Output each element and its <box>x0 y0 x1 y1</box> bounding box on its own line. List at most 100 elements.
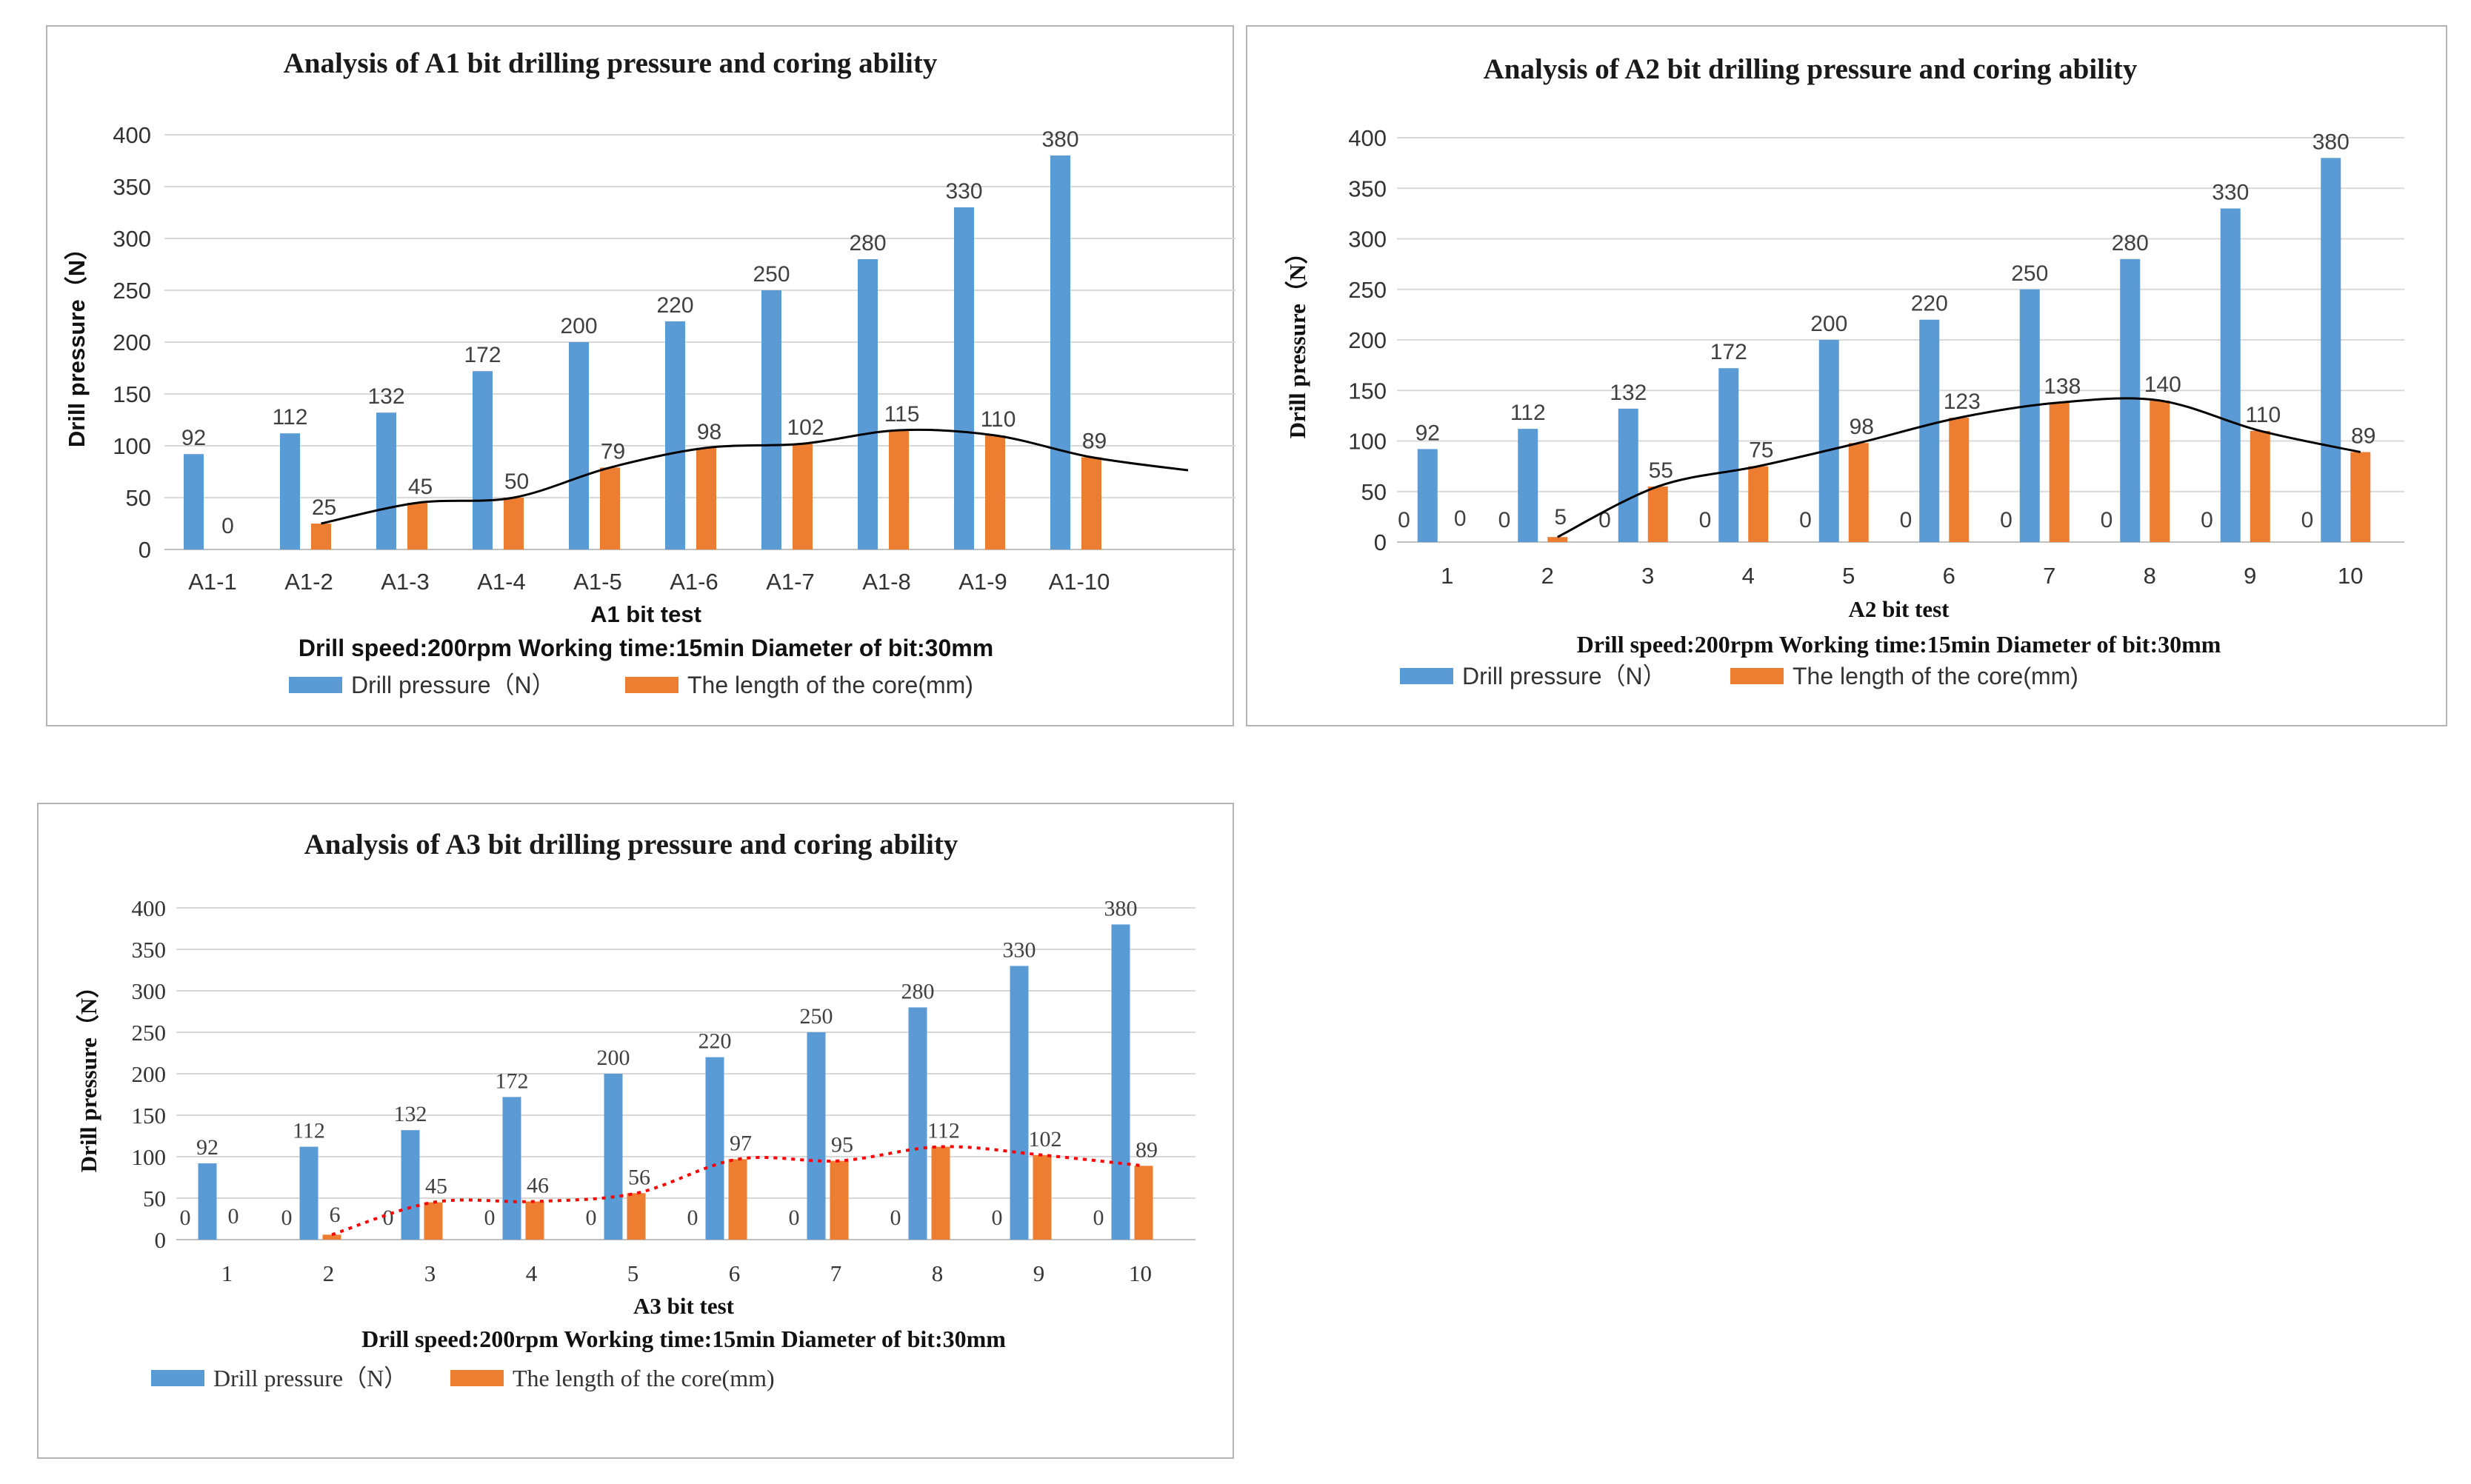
chart-panel-a3: Analysis of A3 bit drilling pressure and… <box>37 803 1234 1459</box>
bar-drill-pressure <box>376 412 396 549</box>
x-tick-label: 1 <box>1441 563 1453 589</box>
bar-drill-pressure <box>1618 408 1638 542</box>
test-conditions: Drill speed:200rpm Working time:15min Di… <box>299 635 993 661</box>
bar-drill-pressure <box>280 433 300 549</box>
x-tick-label: 5 <box>627 1260 639 1286</box>
data-label-drill-pressure: 380 <box>2312 130 2350 154</box>
data-label-zero: 0 <box>1799 508 1812 532</box>
x-tick-label: A1-4 <box>477 569 525 595</box>
data-label-drill-pressure: 172 <box>1710 340 1747 364</box>
data-label-zero: 0 <box>383 1206 394 1230</box>
bar-core-length <box>889 430 909 549</box>
bar-drill-pressure <box>184 454 204 549</box>
chart-a3-svg: Analysis of A3 bit drilling pressure and… <box>76 829 1196 1391</box>
data-label-drill-pressure: 330 <box>945 179 982 204</box>
data-label-core-length: 89 <box>1082 429 1107 453</box>
x-axis-title: A3 bit test <box>633 1293 735 1319</box>
data-label-drill-pressure: 132 <box>394 1102 427 1126</box>
bar-core-length <box>793 444 813 549</box>
bar-core-length <box>2250 430 2270 542</box>
y-tick-label: 0 <box>139 537 151 563</box>
data-label-core-length: 97 <box>730 1131 752 1155</box>
legend-swatch-drill-pressure <box>1400 668 1453 684</box>
data-label-zero: 0 <box>2301 508 2314 532</box>
data-label-zero: 0 <box>586 1206 597 1230</box>
legend-swatch-core-length <box>625 677 678 693</box>
y-tick-label: 350 <box>132 937 167 963</box>
x-tick-label: 8 <box>932 1260 944 1286</box>
y-tick-label: 100 <box>1348 429 1387 455</box>
data-label-drill-pressure: 220 <box>698 1029 732 1054</box>
x-tick-label: 7 <box>830 1260 842 1286</box>
y-tick-label: 100 <box>132 1144 167 1170</box>
data-label-core-length: 25 <box>312 495 336 520</box>
data-label-drill-pressure: 172 <box>464 343 501 367</box>
data-label-core-length: 112 <box>927 1119 960 1143</box>
x-tick-label: 6 <box>729 1260 741 1286</box>
y-axis-title: Drill pressure（N） <box>64 237 90 447</box>
chart-a1-svg: Analysis of A1 bit drilling pressure and… <box>64 47 1236 698</box>
data-label-core-length: 0 <box>1454 507 1467 531</box>
bar-drill-pressure <box>1050 156 1070 549</box>
bar-core-length <box>525 1201 544 1240</box>
bar-core-length <box>1748 466 1769 542</box>
y-tick-label: 150 <box>113 381 151 407</box>
x-tick-label: 8 <box>2144 563 2156 589</box>
data-label-drill-pressure: 200 <box>1810 312 1847 336</box>
bar-core-length <box>1647 486 1668 542</box>
data-label-core-length: 110 <box>981 407 1016 432</box>
x-tick-label: A1-6 <box>670 569 718 595</box>
bar-core-length <box>728 1159 747 1240</box>
data-label-zero: 0 <box>180 1206 191 1230</box>
x-tick-label: A1-7 <box>766 569 814 595</box>
x-tick-label: A1-10 <box>1049 569 1110 595</box>
data-label-core-length: 140 <box>2144 372 2181 397</box>
y-tick-label: 0 <box>1374 529 1387 555</box>
bar-core-length <box>1134 1166 1153 1240</box>
data-label-zero: 0 <box>992 1206 1003 1230</box>
bar-drill-pressure <box>908 1007 927 1240</box>
bar-drill-pressure <box>299 1146 319 1240</box>
chart-title: Analysis of A1 bit drilling pressure and… <box>284 47 938 79</box>
data-label-drill-pressure: 280 <box>901 979 935 1003</box>
x-tick-label: A1-8 <box>862 569 910 595</box>
data-label-zero: 0 <box>2101 508 2113 532</box>
y-tick-label: 0 <box>155 1227 167 1253</box>
trendline-core-length <box>321 428 1189 525</box>
data-label-core-length: 89 <box>1136 1137 1158 1162</box>
chart-panel-a2: Analysis of A2 bit drilling pressure and… <box>1246 25 2447 726</box>
data-label-drill-pressure: 112 <box>273 405 308 430</box>
x-tick-label: 10 <box>1129 1260 1152 1286</box>
y-axis-title: Drill pressure（N） <box>76 975 101 1173</box>
data-label-drill-pressure: 220 <box>1911 292 1948 316</box>
data-label-drill-pressure: 132 <box>1610 381 1647 405</box>
bar-drill-pressure <box>1919 319 1940 542</box>
bar-core-length <box>2350 452 2371 542</box>
data-label-zero: 0 <box>2201 508 2213 532</box>
y-tick-label: 100 <box>113 433 151 459</box>
bar-drill-pressure <box>198 1163 217 1240</box>
data-label-drill-pressure: 92 <box>196 1135 219 1160</box>
legend-label-core-length: The length of the core(mm) <box>687 672 973 698</box>
data-label-core-length: 56 <box>628 1165 650 1189</box>
y-tick-label: 50 <box>126 485 151 511</box>
y-tick-label: 400 <box>113 122 151 148</box>
x-tick-label: 9 <box>1033 1260 1045 1286</box>
data-label-core-length: 0 <box>221 514 234 538</box>
data-label-zero: 0 <box>1699 508 1712 532</box>
bar-drill-pressure <box>1818 340 1839 542</box>
data-label-drill-pressure: 250 <box>2011 261 2048 286</box>
legend-label-drill-pressure: Drill pressure（N） <box>1462 663 1667 689</box>
data-label-core-length: 89 <box>2351 424 2375 449</box>
bar-drill-pressure <box>1010 966 1029 1240</box>
x-tick-label: 4 <box>526 1260 538 1286</box>
x-tick-label: A1-5 <box>573 569 621 595</box>
data-label-zero: 0 <box>789 1206 800 1230</box>
legend-label-core-length: The length of the core(mm) <box>1793 663 2078 689</box>
y-tick-label: 250 <box>132 1020 167 1046</box>
data-label-drill-pressure: 250 <box>800 1004 833 1029</box>
bar-core-length <box>1949 418 1970 542</box>
data-label-zero: 0 <box>687 1206 698 1230</box>
data-label-drill-pressure: 132 <box>367 384 404 409</box>
bar-drill-pressure <box>473 371 493 549</box>
